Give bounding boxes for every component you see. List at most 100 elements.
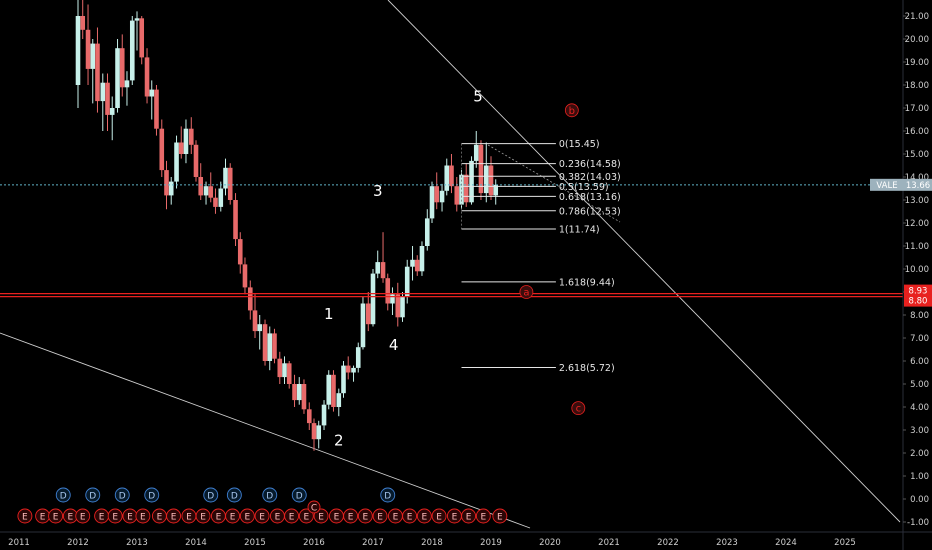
earnings-marker[interactable] xyxy=(17,508,33,524)
earnings-marker[interactable] xyxy=(195,508,211,524)
dividend-marker[interactable] xyxy=(226,487,242,503)
candle-body xyxy=(223,167,228,189)
fib-level-label: 0.382(14.03) xyxy=(559,172,621,183)
candle-body xyxy=(410,259,415,267)
price-tick-label: 10.00 xyxy=(905,265,929,275)
earnings-marker[interactable] xyxy=(475,508,491,524)
dividend-marker[interactable] xyxy=(291,487,307,503)
earnings-marker[interactable] xyxy=(135,508,151,524)
earnings-marker[interactable] xyxy=(402,508,418,524)
dividend-marker[interactable] xyxy=(85,487,101,503)
earnings-marker[interactable] xyxy=(225,508,241,524)
candle-body xyxy=(321,404,327,426)
candle-body xyxy=(469,160,474,203)
dividend-marker[interactable] xyxy=(144,487,160,503)
earnings-marker[interactable] xyxy=(492,508,508,524)
candle-body xyxy=(85,29,91,69)
earnings-marker-label: E xyxy=(480,513,486,523)
candle-body xyxy=(360,303,366,348)
projection-dotted-line[interactable] xyxy=(487,144,621,223)
earnings-marker[interactable] xyxy=(357,508,373,524)
earnings-marker-label: E xyxy=(452,513,458,523)
other-marker[interactable] xyxy=(307,500,321,514)
earnings-marker-label: E xyxy=(157,513,163,523)
fibonacci-retracement[interactable]: 0(15.45) 0.236(14.58) 0.382(14.03)0.5(13.5… xyxy=(461,139,621,374)
candle-body xyxy=(267,333,273,361)
wave-label-b: b xyxy=(569,106,575,117)
trendline-lower[interactable] xyxy=(0,332,531,529)
earnings-marker[interactable] xyxy=(107,508,123,524)
wave-circle-c xyxy=(571,401,586,416)
earnings-marker[interactable] xyxy=(431,508,447,524)
earnings-marker[interactable] xyxy=(254,508,270,524)
candle-body xyxy=(109,108,115,115)
candle-body xyxy=(115,48,120,108)
candle-body xyxy=(252,310,258,332)
earnings-marker[interactable] xyxy=(298,508,314,524)
candle-body xyxy=(174,142,179,182)
fib-level-label: 0.786(12.53) xyxy=(559,206,621,217)
dividend-marker[interactable] xyxy=(114,487,130,503)
earnings-marker-label: E xyxy=(466,513,472,523)
dividend-marker[interactable] xyxy=(55,487,71,503)
wave-label-a: a xyxy=(523,288,529,299)
time-tick-label: 2015 xyxy=(244,538,266,548)
event-markers[interactable]: E E E E E E E E E E E E E E E E E E E E E E E E E E E E E E E E ED D D D D D D… xyxy=(17,487,508,524)
candle-body xyxy=(75,16,81,85)
dividend-marker-label: D xyxy=(266,492,273,502)
earnings-marker[interactable] xyxy=(461,508,477,524)
earnings-marker-label: E xyxy=(362,513,368,523)
earnings-marker[interactable] xyxy=(48,508,64,524)
candle-body xyxy=(139,18,145,58)
price-tick-label: 18.00 xyxy=(905,81,929,91)
candle-body xyxy=(105,82,110,115)
price-tick-label: 1.00 xyxy=(910,472,929,482)
candle-body xyxy=(100,82,106,102)
earnings-marker-label: E xyxy=(318,513,324,523)
earnings-marker-label: E xyxy=(377,513,383,523)
price-tick-label: 17.00 xyxy=(905,104,929,114)
earnings-marker[interactable] xyxy=(372,508,388,524)
earnings-marker[interactable] xyxy=(166,508,182,524)
dividend-marker[interactable] xyxy=(203,487,219,503)
candle-body xyxy=(242,264,248,288)
candle-body xyxy=(227,167,233,200)
trendline-upper[interactable] xyxy=(387,0,901,523)
price-badge-value: 8.80 xyxy=(909,297,928,307)
earnings-marker-label: E xyxy=(334,513,340,523)
earnings-marker[interactable] xyxy=(239,508,255,524)
earnings-marker-label: E xyxy=(67,513,73,523)
price-tick-label: 15.00 xyxy=(905,150,929,160)
horizontal-lines[interactable] xyxy=(0,184,903,298)
dividend-marker-label: D xyxy=(207,492,214,502)
earnings-marker[interactable] xyxy=(416,508,432,524)
candle-body xyxy=(198,177,204,196)
earnings-marker-label: E xyxy=(216,513,222,523)
dividend-marker[interactable] xyxy=(380,487,396,503)
price-badge-bg xyxy=(904,294,932,307)
price-badges: VALE 13.66 8.938.80 xyxy=(870,178,932,307)
candle-body xyxy=(188,128,194,145)
candle-body xyxy=(193,144,199,177)
fib-level-label: 0(15.45) xyxy=(559,139,600,150)
earnings-marker-label: E xyxy=(186,513,192,523)
candle-body xyxy=(154,89,159,129)
earnings-marker[interactable] xyxy=(313,508,329,524)
price-tick-label: 7.00 xyxy=(910,334,929,344)
earnings-marker[interactable] xyxy=(284,508,300,524)
candle-body xyxy=(454,186,460,205)
candle-body xyxy=(183,128,189,154)
dividend-marker[interactable] xyxy=(262,487,278,503)
earnings-marker[interactable] xyxy=(343,508,359,524)
earnings-marker-label: E xyxy=(99,513,105,523)
candle-body xyxy=(282,363,287,378)
time-axis[interactable]: 2011 2012 2013 2014 2015 2016 2017 2018 2019 2020… xyxy=(0,531,932,548)
earnings-marker-label: E xyxy=(40,513,46,523)
candle-body xyxy=(124,80,130,88)
price-tick-label: -1.00 xyxy=(907,518,929,528)
earnings-marker-label: E xyxy=(275,513,281,523)
earnings-marker[interactable] xyxy=(75,508,91,524)
trendlines[interactable] xyxy=(0,0,901,529)
